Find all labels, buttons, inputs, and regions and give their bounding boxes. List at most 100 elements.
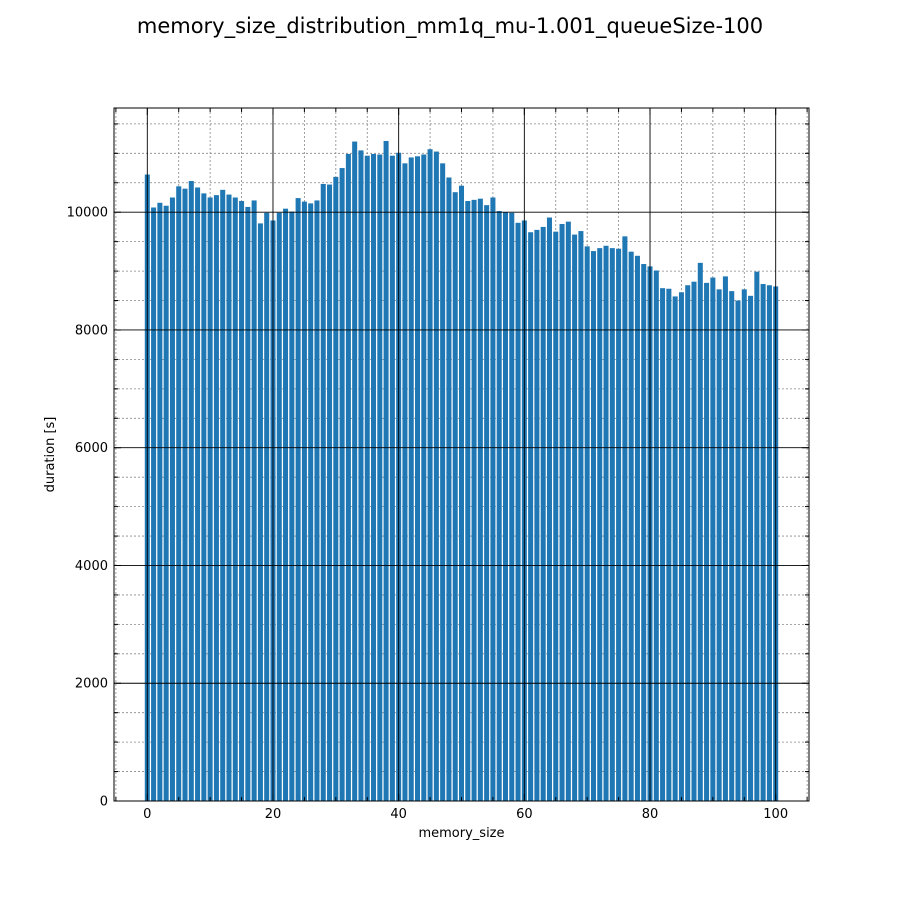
bar: [704, 282, 710, 802]
bar: [402, 163, 408, 801]
bar: [565, 221, 571, 802]
bar: [590, 251, 596, 801]
bar: [553, 231, 559, 801]
bar: [616, 248, 622, 802]
x-tick-label: 60: [516, 807, 533, 822]
bar: [213, 195, 219, 801]
bar: [641, 264, 647, 801]
bar: [220, 189, 226, 801]
bar: [685, 285, 691, 801]
bar: [314, 200, 320, 801]
bar: [245, 206, 251, 801]
y-tick-label: 2000: [75, 677, 108, 692]
bar: [195, 187, 201, 802]
bar: [377, 154, 383, 801]
bar: [540, 226, 546, 802]
bar: [421, 154, 427, 801]
bar: [748, 295, 754, 801]
bar: [716, 289, 722, 801]
bar: [383, 140, 389, 801]
bar: [289, 211, 295, 802]
bar: [433, 151, 439, 802]
bar: [660, 288, 666, 801]
bar: [666, 288, 672, 801]
bar: [440, 163, 446, 801]
bar: [465, 201, 471, 802]
bar: [458, 185, 465, 802]
bar: [333, 176, 339, 802]
bar: [559, 223, 565, 801]
y-axis-label: duration [s]: [43, 417, 58, 493]
bar: [339, 168, 345, 801]
bar: [251, 200, 257, 801]
y-tick-label: 8000: [75, 323, 108, 338]
bar: [389, 155, 395, 801]
bar: [452, 192, 458, 801]
bar: [408, 157, 414, 801]
y-tick-label: 0: [100, 795, 108, 810]
bar: [352, 141, 358, 802]
bar: [276, 212, 282, 802]
bar: [239, 201, 245, 802]
bar: [201, 193, 207, 801]
bar: [509, 212, 515, 802]
bar: [176, 186, 182, 801]
bar: [578, 231, 584, 801]
bar: [609, 248, 615, 801]
x-tick-label: 40: [390, 807, 407, 822]
bar: [157, 202, 163, 802]
ticks-layer: [114, 108, 809, 802]
bar: [182, 188, 188, 801]
bar: [371, 153, 377, 801]
bar: [364, 155, 370, 801]
bar: [427, 149, 433, 801]
bar: [345, 153, 351, 801]
x-tick-label: 100: [763, 807, 788, 822]
bar: [446, 177, 452, 802]
bar: [572, 234, 578, 801]
bar: [741, 289, 747, 801]
bar: [477, 198, 483, 801]
bar: [264, 212, 270, 802]
bars-layer: [144, 140, 779, 802]
bar: [308, 203, 314, 801]
bar: [546, 217, 552, 801]
bar: [295, 198, 301, 801]
bar: [484, 205, 490, 801]
bar: [320, 183, 326, 802]
bar: [471, 199, 477, 801]
y-tick-label: 10000: [67, 206, 108, 221]
y-tick-label: 6000: [75, 441, 108, 456]
bar: [226, 194, 232, 802]
x-axis-label: memory_size: [418, 826, 504, 841]
bar: [754, 271, 760, 801]
bar: [678, 292, 684, 801]
bar: [534, 229, 540, 801]
bar: [584, 246, 590, 801]
bar: [722, 276, 728, 801]
bar: [735, 300, 741, 801]
bar: [163, 205, 169, 802]
bar: [628, 251, 634, 801]
bar: [653, 270, 659, 802]
bar: [603, 245, 609, 801]
y-tick-label: 4000: [75, 559, 108, 574]
bar: [697, 262, 703, 801]
bar: [502, 212, 509, 801]
bar: [207, 197, 213, 801]
bar: [634, 255, 640, 802]
bar: [188, 181, 194, 801]
bar: [528, 232, 534, 801]
bar: [760, 284, 766, 801]
bar: [622, 236, 628, 802]
bar: [283, 208, 289, 801]
x-tick-label: 20: [265, 807, 282, 822]
labels-layer: 0 20 40 60 80 100 0 2000 4000 6000 8000 10000: [67, 206, 788, 822]
bar: [597, 248, 603, 801]
bar: [301, 201, 307, 801]
chart-title: memory_size_distribution_mm1q_mu-1.001_q…: [136, 14, 764, 38]
x-tick-label: 0: [143, 807, 151, 822]
bar: [414, 156, 421, 801]
bar: [169, 197, 175, 801]
